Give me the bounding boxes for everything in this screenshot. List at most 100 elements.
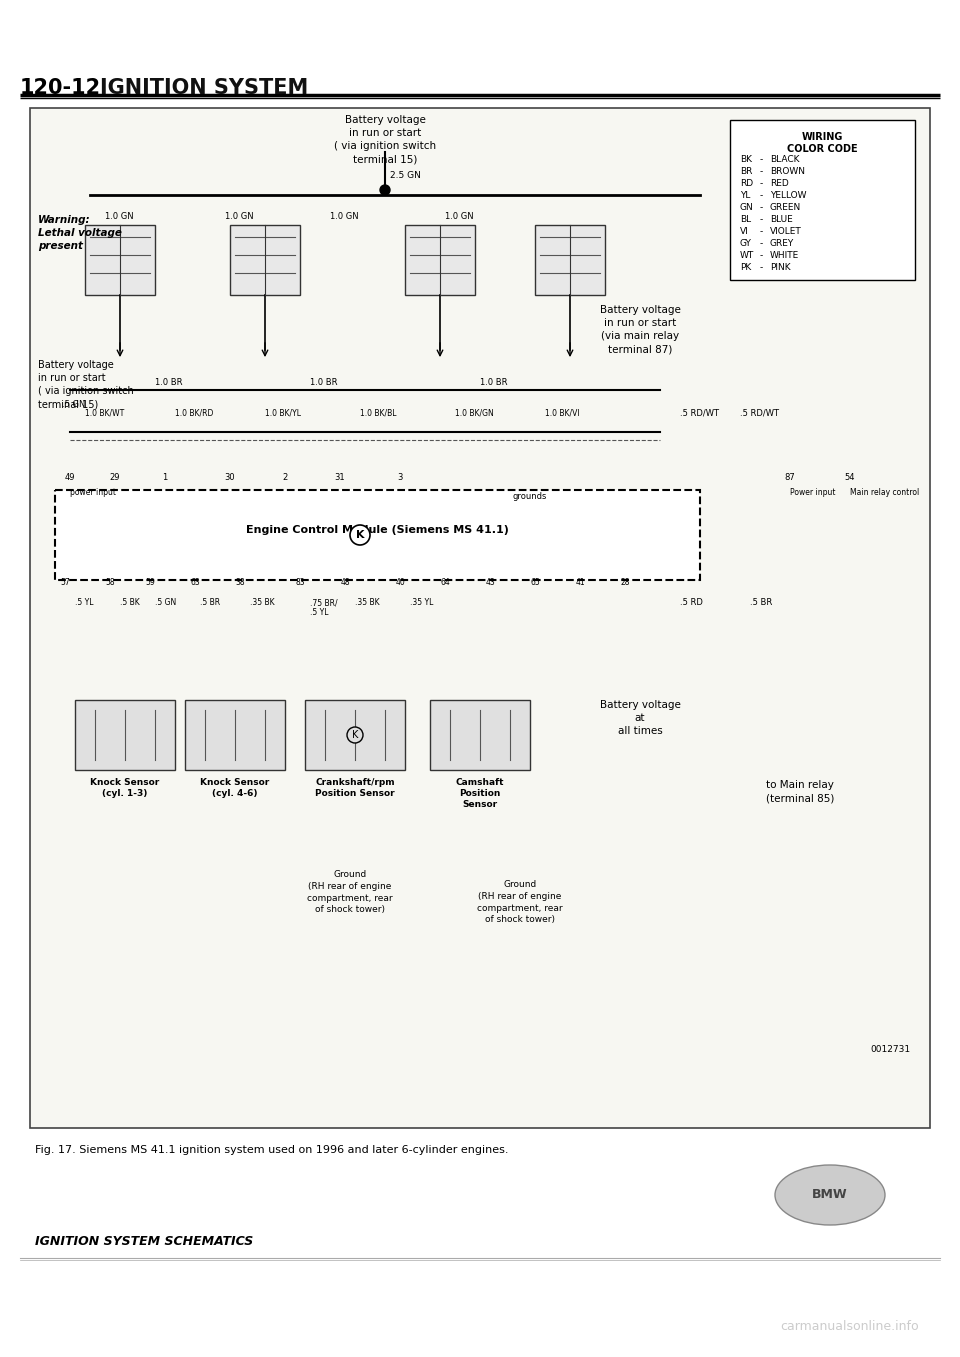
Text: K: K xyxy=(351,730,358,740)
Text: GN: GN xyxy=(740,204,754,212)
Text: K: K xyxy=(356,531,364,540)
Text: 31: 31 xyxy=(335,474,346,482)
Text: 1.0 GN: 1.0 GN xyxy=(445,212,473,221)
Text: 57: 57 xyxy=(60,578,70,588)
Text: BR: BR xyxy=(740,167,753,176)
Text: 59: 59 xyxy=(145,578,155,588)
Text: .75 BR/
.5 YL: .75 BR/ .5 YL xyxy=(310,598,338,617)
Text: Warning:
Lethal voltage
present: Warning: Lethal voltage present xyxy=(38,214,122,251)
Text: -: - xyxy=(760,263,763,271)
Text: RED: RED xyxy=(770,179,789,189)
Text: .5 BK: .5 BK xyxy=(120,598,140,607)
Text: Battery voltage
at
all times: Battery voltage at all times xyxy=(600,700,681,737)
Text: PK: PK xyxy=(740,263,752,271)
Text: 41: 41 xyxy=(575,578,585,588)
Text: .35 BK: .35 BK xyxy=(250,598,275,607)
Text: 29: 29 xyxy=(109,474,120,482)
Bar xyxy=(75,700,175,769)
Text: GREEN: GREEN xyxy=(770,204,802,212)
Text: 63: 63 xyxy=(190,578,200,588)
Text: .5 BR: .5 BR xyxy=(200,598,220,607)
Text: 87: 87 xyxy=(784,474,796,482)
Text: Knock Sensor
(cyl. 1-3): Knock Sensor (cyl. 1-3) xyxy=(90,778,159,798)
Text: .5 GN: .5 GN xyxy=(62,400,85,408)
Text: Battery voltage
in run or start
( via ignition switch
terminal 15): Battery voltage in run or start ( via ig… xyxy=(38,360,133,410)
Text: 120-12: 120-12 xyxy=(20,77,101,98)
Text: -: - xyxy=(760,227,763,236)
Text: 2.5 GN: 2.5 GN xyxy=(390,171,420,179)
Text: 1.0 GN: 1.0 GN xyxy=(225,212,253,221)
Text: 0012731: 0012731 xyxy=(870,1045,910,1054)
Text: .5 RD/WT: .5 RD/WT xyxy=(740,408,779,417)
Text: YL: YL xyxy=(740,191,751,199)
Ellipse shape xyxy=(775,1166,885,1225)
Text: carmanualsonline.info: carmanualsonline.info xyxy=(780,1320,919,1333)
Text: 83: 83 xyxy=(295,578,305,588)
Text: 30: 30 xyxy=(225,474,235,482)
Text: WHITE: WHITE xyxy=(770,251,800,261)
Bar xyxy=(730,119,915,280)
Text: Camshaft
Position
Sensor: Camshaft Position Sensor xyxy=(456,778,504,809)
Text: .35 BK: .35 BK xyxy=(355,598,379,607)
Text: RD: RD xyxy=(740,179,754,189)
Text: BLUE: BLUE xyxy=(770,214,793,224)
Text: Battery voltage
in run or start
( via ignition switch
terminal 15): Battery voltage in run or start ( via ig… xyxy=(334,115,436,164)
Text: .5 GN: .5 GN xyxy=(155,598,177,607)
Text: 40: 40 xyxy=(396,578,405,588)
Text: 1.0 GN: 1.0 GN xyxy=(105,212,133,221)
Bar xyxy=(230,225,300,294)
Text: 1.0 BK/YL: 1.0 BK/YL xyxy=(265,408,301,417)
Text: .5 YL: .5 YL xyxy=(75,598,93,607)
Text: .5 BR: .5 BR xyxy=(750,598,772,607)
Text: power input: power input xyxy=(70,489,116,497)
Text: BL: BL xyxy=(740,214,751,224)
Text: -: - xyxy=(760,239,763,248)
Bar xyxy=(55,490,700,579)
Text: .5 RD: .5 RD xyxy=(680,598,703,607)
Text: Battery voltage
in run or start
(via main relay
terminal 87): Battery voltage in run or start (via mai… xyxy=(600,305,681,354)
Text: IGNITION SYSTEM SCHEMATICS: IGNITION SYSTEM SCHEMATICS xyxy=(35,1235,253,1248)
Text: -: - xyxy=(760,167,763,176)
Circle shape xyxy=(347,727,363,744)
Text: .35 YL: .35 YL xyxy=(410,598,433,607)
Text: VI: VI xyxy=(740,227,749,236)
Text: Engine Control Module (Siemens MS 41.1): Engine Control Module (Siemens MS 41.1) xyxy=(246,525,509,535)
Text: grounds: grounds xyxy=(513,493,547,501)
Text: 38: 38 xyxy=(235,578,245,588)
Text: 1.0 BR: 1.0 BR xyxy=(480,379,508,387)
Bar xyxy=(535,225,605,294)
Bar xyxy=(430,700,530,769)
Text: Ground
(RH rear of engine
compartment, rear
of shock tower): Ground (RH rear of engine compartment, r… xyxy=(307,870,393,915)
Bar xyxy=(85,225,155,294)
Text: -: - xyxy=(760,191,763,199)
Text: BMW: BMW xyxy=(812,1189,848,1201)
Text: -: - xyxy=(760,155,763,164)
Text: BROWN: BROWN xyxy=(770,167,805,176)
Text: 28: 28 xyxy=(620,578,630,588)
Text: Fig. 17. Siemens MS 41.1 ignition system used on 1996 and later 6-cylinder engin: Fig. 17. Siemens MS 41.1 ignition system… xyxy=(35,1145,509,1155)
Bar xyxy=(30,109,930,1128)
Text: Ground
(RH rear of engine
compartment, rear
of shock tower): Ground (RH rear of engine compartment, r… xyxy=(477,879,563,924)
Text: 64: 64 xyxy=(440,578,450,588)
Text: VIOLET: VIOLET xyxy=(770,227,802,236)
Text: 48: 48 xyxy=(340,578,349,588)
Text: BLACK: BLACK xyxy=(770,155,800,164)
Text: 3: 3 xyxy=(397,474,402,482)
Text: -: - xyxy=(760,179,763,189)
Text: BK: BK xyxy=(740,155,752,164)
Text: 1.0 BK/WT: 1.0 BK/WT xyxy=(85,408,124,417)
Text: 65: 65 xyxy=(530,578,540,588)
Text: YELLOW: YELLOW xyxy=(770,191,806,199)
Text: 1: 1 xyxy=(162,474,168,482)
Text: 58: 58 xyxy=(106,578,115,588)
Text: GREY: GREY xyxy=(770,239,794,248)
Text: 1.0 BR: 1.0 BR xyxy=(155,379,182,387)
Text: 1.0 GN: 1.0 GN xyxy=(330,212,359,221)
Text: GY: GY xyxy=(740,239,752,248)
Text: 1.0 BK/RD: 1.0 BK/RD xyxy=(175,408,213,417)
Circle shape xyxy=(380,185,390,195)
Text: to Main relay
(terminal 85): to Main relay (terminal 85) xyxy=(766,780,834,803)
Text: Knock Sensor
(cyl. 4-6): Knock Sensor (cyl. 4-6) xyxy=(201,778,270,798)
Text: Crankshaft/rpm
Position Sensor: Crankshaft/rpm Position Sensor xyxy=(315,778,395,798)
Text: -: - xyxy=(760,214,763,224)
